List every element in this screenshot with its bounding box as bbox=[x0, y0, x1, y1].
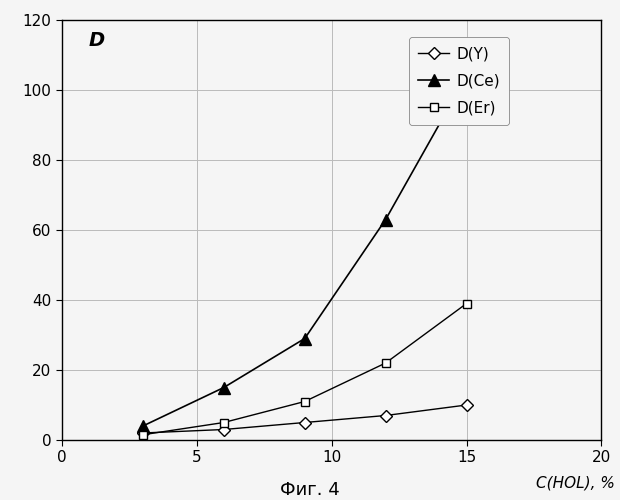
D(Er) bbox=[301, 398, 309, 404]
Text: C(HOL), %: C(HOL), % bbox=[536, 475, 615, 490]
D(Ce) bbox=[139, 423, 146, 429]
D(Er) bbox=[463, 300, 470, 306]
D(Y) bbox=[301, 420, 309, 426]
D(Y) bbox=[463, 402, 470, 408]
D(Er) bbox=[220, 420, 228, 426]
Line: D(Y): D(Y) bbox=[139, 401, 471, 437]
D(Ce) bbox=[301, 336, 309, 342]
D(Y) bbox=[382, 412, 389, 418]
D(Ce) bbox=[220, 384, 228, 390]
Line: D(Er): D(Er) bbox=[139, 300, 471, 439]
Text: D: D bbox=[89, 30, 105, 50]
Text: Фиг. 4: Фиг. 4 bbox=[280, 481, 340, 499]
Legend: D(Y), D(Ce), D(Er): D(Y), D(Ce), D(Er) bbox=[409, 37, 509, 125]
D(Er) bbox=[382, 360, 389, 366]
D(Y) bbox=[220, 426, 228, 432]
D(Ce) bbox=[463, 73, 470, 79]
D(Y) bbox=[139, 430, 146, 436]
D(Er) bbox=[139, 432, 146, 438]
D(Ce) bbox=[382, 216, 389, 222]
Line: D(Ce): D(Ce) bbox=[138, 70, 472, 432]
